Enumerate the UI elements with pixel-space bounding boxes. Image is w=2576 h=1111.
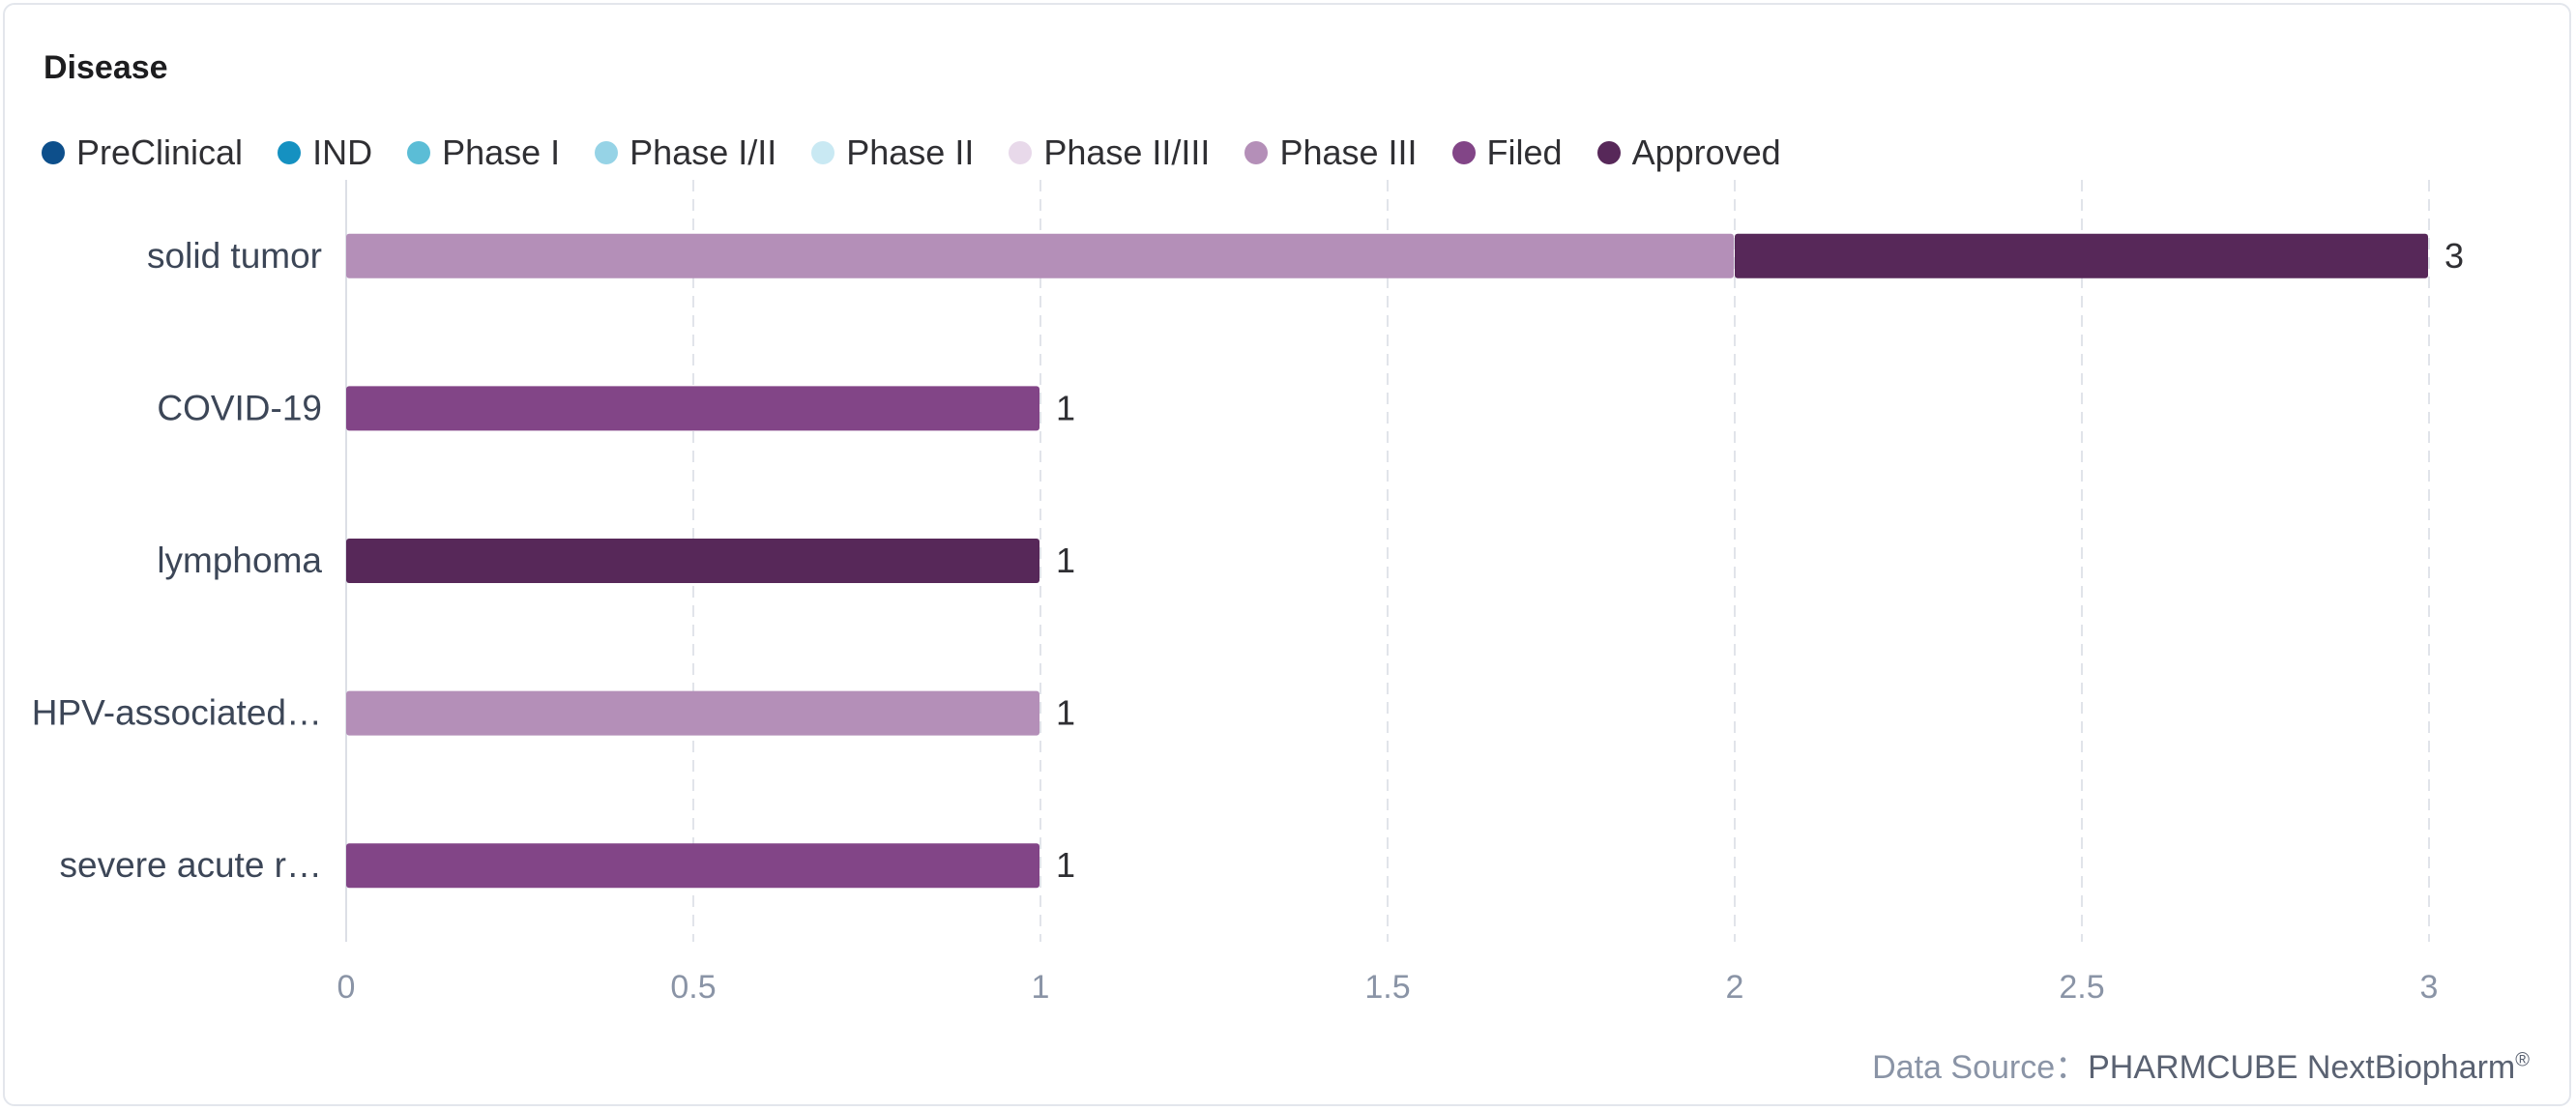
legend-item-phase-ii[interactable]: Phase II — [811, 132, 974, 173]
bar-segment-phase-iii[interactable] — [346, 690, 1039, 736]
legend-label: Phase II — [846, 132, 975, 172]
category-label: lymphoma — [157, 541, 322, 580]
legend-item-ind[interactable]: IND — [278, 132, 372, 173]
data-label: 1 — [1056, 693, 1075, 733]
x-tick-label: 0 — [337, 969, 356, 1006]
data-source: Data Source：PHARMCUBE NextBiopharm® — [1872, 1040, 2530, 1088]
legend-item-filed[interactable]: Filed — [1451, 132, 1563, 173]
x-tick-label: 2 — [1726, 969, 1744, 1006]
legend-label: Filed — [1486, 132, 1563, 172]
legend-swatch — [811, 141, 835, 164]
legend-item-phase-iii[interactable]: Phase III — [1244, 132, 1418, 173]
legend-label: Phase II/III — [1043, 132, 1211, 172]
legend-label: Phase I — [442, 132, 561, 172]
category-label: solid tumor — [147, 236, 322, 276]
bar-segment-filed[interactable] — [346, 386, 1039, 431]
category-label: severe acute r… — [60, 845, 322, 885]
x-tick-label: 0.5 — [670, 969, 716, 1006]
legend-swatch — [1596, 141, 1621, 164]
registered-mark: ® — [2515, 1049, 2530, 1071]
legend-swatch — [1009, 141, 1033, 164]
legend-item-phase-i[interactable]: Phase I — [407, 132, 560, 173]
bar-segment-phase-iii[interactable] — [346, 233, 1734, 278]
data-source-label: Data Source： — [1872, 1049, 2089, 1086]
data-label: 1 — [1056, 541, 1075, 580]
legend-label: IND — [312, 132, 373, 172]
bar-segment-approved[interactable] — [346, 539, 1039, 583]
legend-swatch — [1244, 141, 1269, 164]
bar-segment-filed[interactable] — [346, 843, 1039, 889]
x-tick-label: 1.5 — [1364, 969, 1410, 1006]
legend-label: PreClinical — [76, 132, 244, 172]
legend-swatch — [42, 141, 65, 164]
legend-item-phase-i-ii[interactable]: Phase I/II — [595, 132, 776, 173]
legend-item-phase-ii-iii[interactable]: Phase II/III — [1009, 132, 1210, 173]
legend-label: Approved — [1631, 132, 1781, 172]
legend-swatch — [278, 141, 302, 164]
category-label: HPV-associated… — [32, 693, 322, 733]
legend-item-approved[interactable]: Approved — [1596, 132, 1781, 173]
data-label: 1 — [1056, 388, 1075, 427]
legend-label: Phase III — [1279, 132, 1418, 172]
category-label: COVID-19 — [157, 388, 322, 427]
legend-item-preclinical[interactable]: PreClinical — [42, 132, 243, 173]
x-tick-label: 1 — [1032, 969, 1050, 1006]
data-label: 1 — [1056, 845, 1075, 885]
data-label: 3 — [2444, 236, 2464, 276]
bar-segment-approved[interactable] — [1735, 233, 2428, 278]
x-tick-label: 3 — [2420, 969, 2439, 1006]
legend-swatch — [407, 141, 431, 164]
chart-title: Disease — [44, 49, 168, 86]
chart-legend: PreClinical IND Phase I Phase I/II Phase II P… — [42, 129, 1816, 177]
data-source-brand: PHARMCUBE NextBiopharm — [2088, 1049, 2516, 1086]
x-tick-label: 2.5 — [2059, 969, 2104, 1006]
legend-swatch — [595, 141, 619, 164]
legend-label: Phase I/II — [629, 132, 777, 172]
legend-swatch — [1451, 141, 1476, 164]
